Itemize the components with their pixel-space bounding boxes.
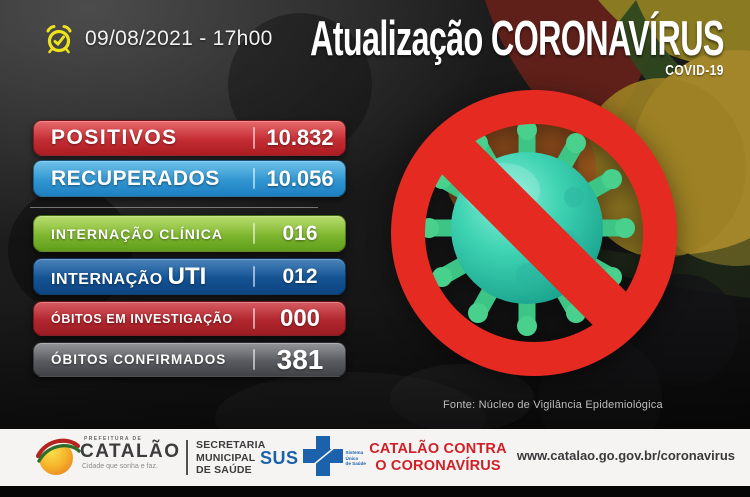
stat-label: INTERNAÇÃO UTI (51, 262, 207, 290)
prefeitura-name: CATALÃO (80, 441, 181, 462)
sus-cross-icon (302, 434, 344, 483)
prohibition-ring (391, 90, 677, 376)
bottom-black-strip (0, 486, 750, 497)
sus-subtitle: Sistema Único de Saúde (345, 450, 366, 467)
value-divider (253, 265, 255, 288)
value-divider (253, 222, 255, 245)
stat-bar-obitos-investigacao: ÓBITOS EM INVESTIGAÇÃO 000 (33, 301, 346, 336)
stat-bar-positivos: POSITIVOS 10.832 (33, 120, 346, 156)
title-block: Atualização CORONAVÍRUS COVID-19 (97, 12, 724, 80)
page-subtitle: COVID-19 (665, 62, 724, 79)
page-title: Atualização CORONAVÍRUS (310, 12, 724, 66)
stat-label: POSITIVOS (51, 126, 178, 149)
stat-bar-internacao-clinica: INTERNAÇÃO CLÍNICA 016 (33, 215, 346, 252)
value-divider (253, 167, 255, 190)
stat-label: ÓBITOS EM INVESTIGAÇÃO (51, 311, 233, 326)
value-divider (253, 127, 255, 149)
stat-label-emphasis: UTI (167, 262, 207, 290)
footer-bar: PREFEITURA DE CATALÃO Cidade que sonha e… (0, 429, 750, 486)
stat-value: 012 (282, 264, 318, 288)
stat-value: 381 (276, 343, 324, 375)
stat-value: 10.832 (266, 125, 334, 150)
prefeitura-eyebrow: PREFEITURA DE (84, 436, 143, 442)
value-divider (253, 308, 255, 329)
stat-value: 000 (279, 304, 321, 332)
sus-logo-group: SUS Sistema Único de Saúde (260, 434, 366, 483)
stat-label: ÓBITOS CONFIRMADOS (51, 352, 227, 367)
stat-value: 10.056 (266, 165, 334, 191)
stat-label: INTERNAÇÃO CLÍNICA (51, 225, 223, 242)
stat-bar-recuperados: RECUPERADOS 10.056 (33, 160, 346, 197)
stat-value: 016 (282, 221, 318, 245)
footer-divider (186, 440, 188, 475)
prefeitura-tagline: Cidade que sonha e faz. (82, 463, 158, 470)
header-datetime-group: 09/08/2021 - 17h00 (42, 22, 273, 56)
secretaria-text: SECRETARIA MUNICIPAL DE SAÚDE (196, 439, 266, 476)
stat-label: RECUPERADOS (51, 166, 220, 190)
prohibition-slash (429, 128, 639, 338)
source-note: Fonte: Núcleo de Vigilância Epidemiológi… (443, 399, 663, 411)
prefeitura-text-block: PREFEITURA DE CATALÃO Cidade que sonha e… (80, 436, 181, 470)
sus-wordmark: SUS (260, 448, 299, 468)
update-datetime: 09/08/2021 - 17h00 (85, 27, 273, 50)
campaign-slogan: CATALÃO CONTRA O CORONAVÍRUS (369, 441, 507, 474)
stat-bar-obitos-confirmados: ÓBITOS CONFIRMADOS 381 (33, 342, 346, 377)
website-url: www.catalao.go.gov.br/coronavirus (516, 448, 735, 463)
no-symbol-coronavirus-icon (378, 77, 690, 394)
stats-separator-line (30, 207, 318, 208)
value-divider (253, 349, 255, 370)
stat-bar-internacao-uti: INTERNAÇÃO UTI 012 (33, 258, 346, 295)
alarm-clock-icon (42, 22, 76, 56)
stats-panel: POSITIVOS 10.832 RECUPERADOS 10.056 INTE… (30, 120, 346, 380)
